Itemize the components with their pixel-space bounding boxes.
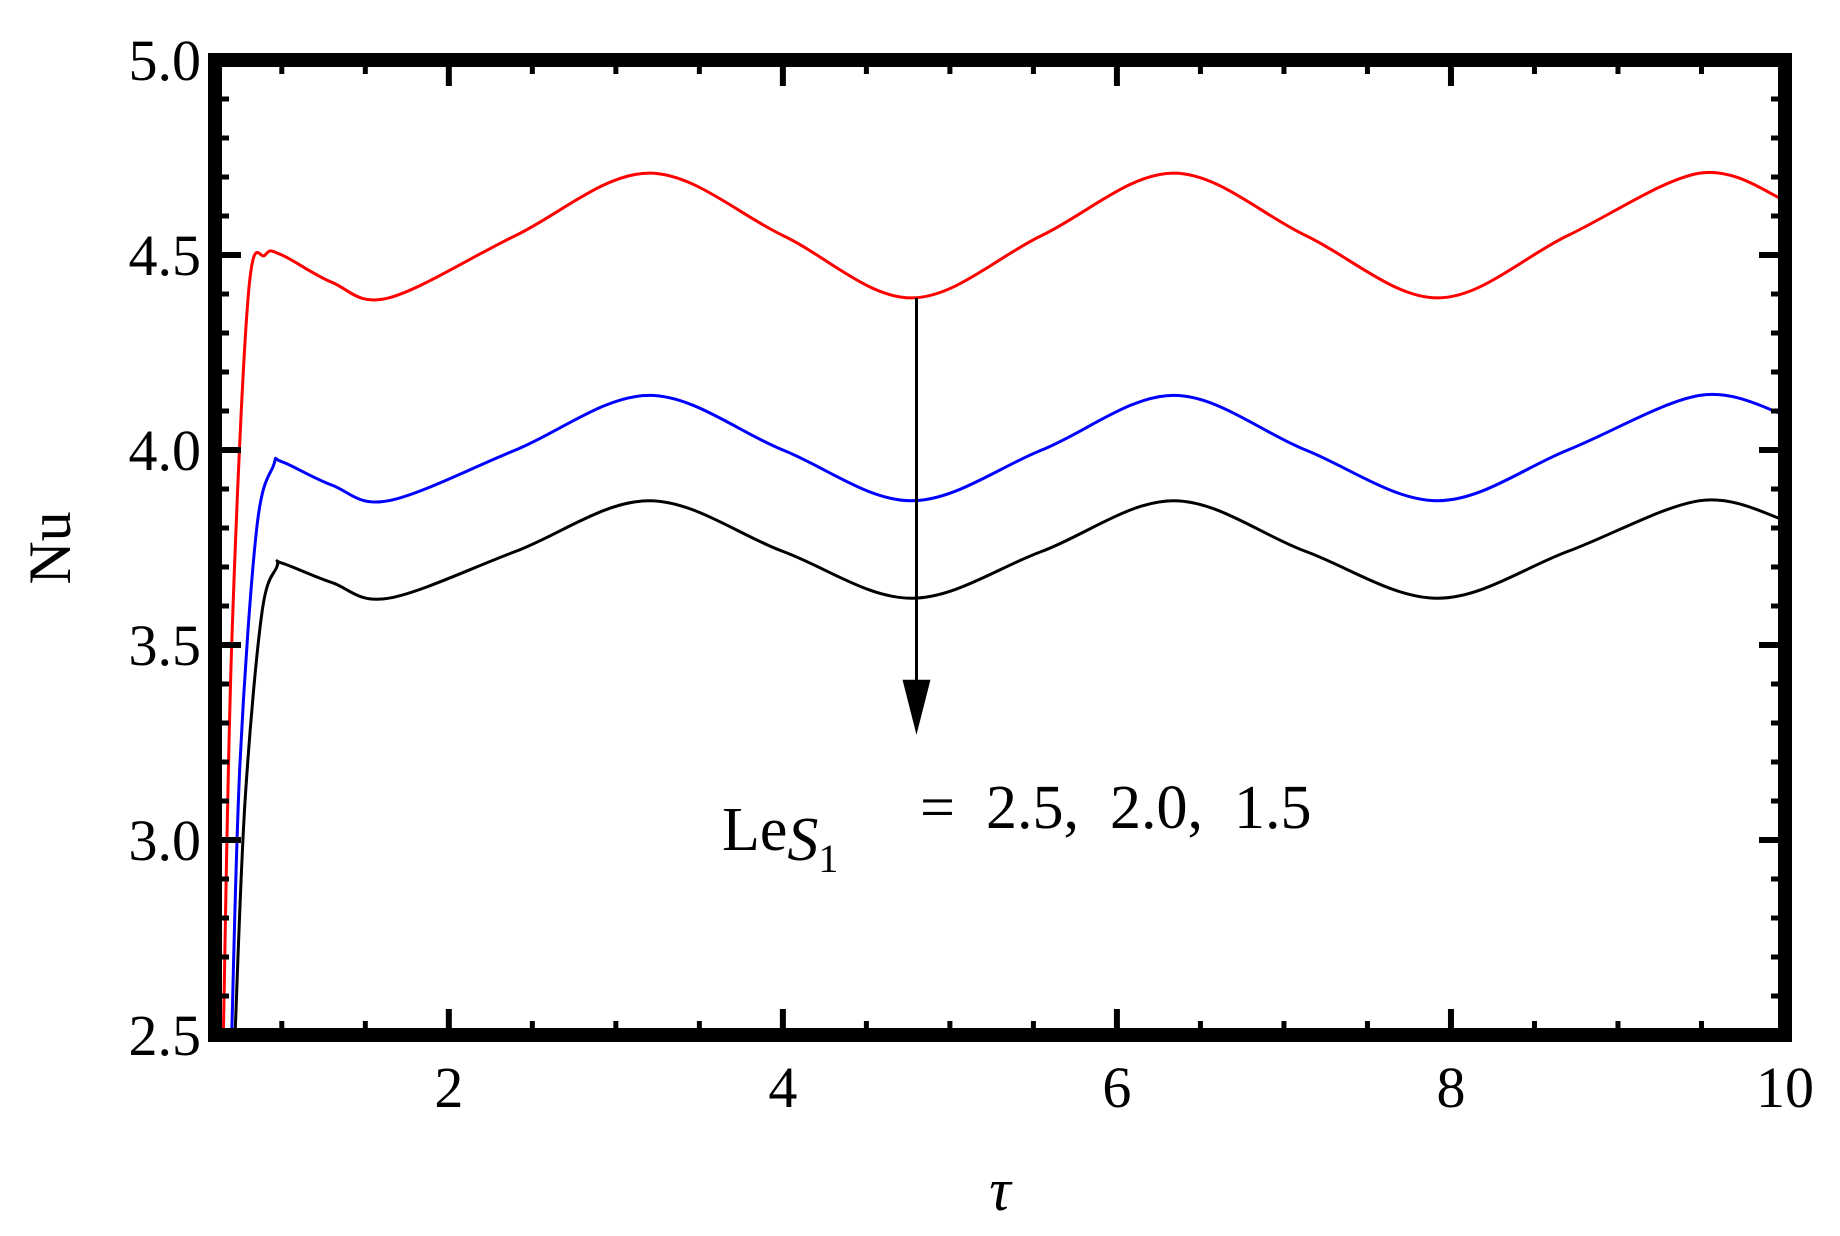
series-line-1	[221, 170, 1785, 1035]
y-axis-title: Nu	[17, 511, 83, 584]
y-tick-label: 3.0	[129, 808, 202, 873]
series-line-3	[233, 498, 1785, 1035]
x-axis-title: τ	[989, 1157, 1013, 1223]
annotation-label: LeS1	[722, 796, 838, 881]
y-tick-label: 2.5	[129, 1003, 202, 1068]
x-tick-label: 8	[1436, 1055, 1465, 1120]
annotation-subscript: S	[787, 806, 818, 874]
y-tick-label: 4.5	[129, 223, 202, 288]
y-tick-label: 4.0	[129, 418, 202, 483]
annotation-subsubscript: 1	[818, 836, 838, 881]
x-tick-label: 6	[1102, 1055, 1131, 1120]
plot-frame	[208, 53, 1792, 1042]
x-tick-label: 10	[1756, 1055, 1814, 1120]
ticks-layer: 2 4 6 8 10 2.5 3.0 3.5 4.0 4.5 5.0	[129, 28, 1815, 1120]
y-tick-label: 5.0	[129, 28, 202, 93]
x-tick-label: 2	[434, 1055, 463, 1120]
x-tick-label: 4	[768, 1055, 797, 1120]
series-line-2	[230, 392, 1785, 1035]
annotation-values: = 2.5, 2.0, 1.5	[920, 774, 1311, 842]
y-tick-label: 3.5	[129, 613, 202, 678]
annotation-prefix: Le	[722, 796, 787, 864]
series-layer	[221, 170, 1785, 1035]
annotation-arrow-head	[902, 679, 931, 735]
